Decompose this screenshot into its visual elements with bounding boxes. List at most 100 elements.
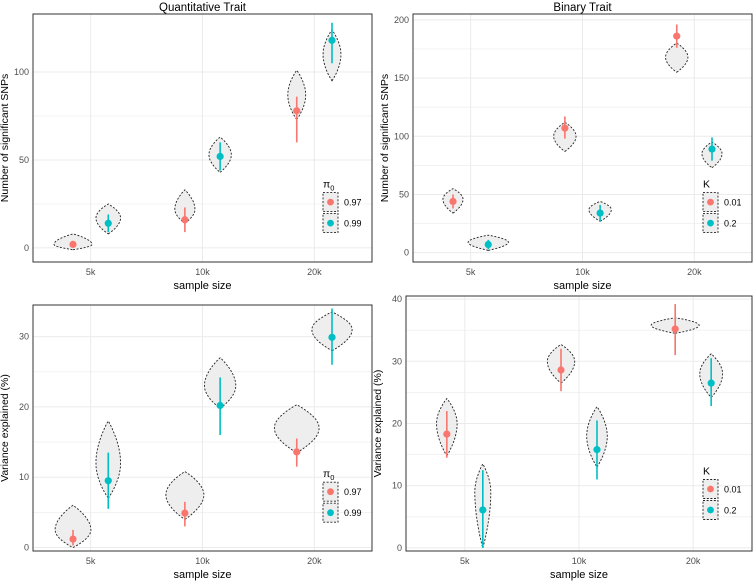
x-tick-label: 5k [86,267,96,277]
data-point [293,448,301,456]
y-tick-label: 0 [24,243,29,253]
data-point [557,366,565,374]
violin-shape [165,471,205,520]
y-axis-title: Number of significant SNPs [0,74,11,202]
y-tick-label: 10 [392,481,402,491]
data-point [104,219,112,227]
legend-swatch [327,488,334,496]
data-point [181,216,189,224]
legend-title-subscript: 0 [330,184,334,193]
y-tick-label: 20 [19,402,29,412]
x-tick-label: 5k [466,267,476,277]
x-axis-title: sample size [553,280,611,292]
x-axis-title: sample size [550,569,608,581]
legend-label: 0.2 [724,506,737,516]
panel-4: 0 10 20 30 40 5k 10k 20k sample size Variance exp… [372,294,753,581]
data-point [216,152,224,161]
panel-border [412,13,753,263]
legend-swatch [707,198,714,206]
data-point [673,32,681,40]
violin-shape [174,189,196,224]
violin-shape [273,404,320,454]
legend-title: π0 [323,179,334,193]
legend-title: π0 [323,468,334,482]
legend-title: K [703,179,710,191]
y-tick-label: 100 [394,131,409,141]
data-point [69,240,77,249]
panel-border [405,295,753,552]
legend-label: 0.97 [344,487,362,497]
x-axis-title: sample size [173,569,231,581]
data-point [328,36,336,44]
legend-label: 0.99 [344,508,362,518]
violin-shape [665,42,689,73]
x-axis-title: sample size [173,280,231,292]
legend-label: 0.01 [724,198,742,208]
panel-3: 0 10 20 30 5k 10k 20k sample size Variance expla… [0,304,373,581]
y-tick-label: 40 [392,294,402,304]
y-axis-title: Number of significant SNPs [379,74,391,202]
y-tick-label: 0 [24,542,29,552]
y-tick-label: 200 [394,15,409,25]
x-tick-label: 10k [575,267,590,277]
legend-swatch [707,485,714,493]
x-tick-label: 10k [195,267,210,277]
legend-label: 0.2 [724,219,737,229]
x-tick-label: 10k [572,556,587,566]
legend-title: K [703,466,710,478]
data-point [449,197,457,206]
data-point [593,446,601,454]
legend-title-subscript: 0 [330,473,334,482]
y-tick-label: 150 [394,73,409,83]
data-point [216,401,224,410]
y-tick-label: 0 [397,543,402,553]
y-tick-label: 30 [392,356,402,366]
x-tick-label: 20k [686,556,701,566]
data-point [293,107,301,115]
legend-label: 0.97 [344,198,362,208]
legend-swatch [327,219,334,227]
data-point [596,209,604,217]
legend-label: 0.01 [724,485,742,495]
data-point [443,430,451,438]
legend-swatch [327,198,334,206]
legend-swatch [707,219,714,227]
x-tick-label: 20k [687,267,702,277]
data-point [328,333,336,341]
y-axis-title: Variance explained (%) [372,370,384,478]
y-tick-label: 50 [19,155,29,165]
x-tick-label: 5k [460,556,470,566]
panel-title: Quantitative Trait [159,2,247,14]
data-point [484,240,492,249]
x-tick-label: 20k [307,556,322,566]
panel-1: 0 50 100 5k 10k 20k Quantitative Trait sample s… [0,2,373,292]
y-tick-label: 20 [392,419,402,429]
legend-label: 0.99 [344,219,362,229]
y-axis-title: Variance explained (%) [0,374,11,482]
y-tick-label: 10 [19,472,29,482]
y-tick-label: 50 [399,189,409,199]
legend-swatch [707,506,714,514]
violin-shape [287,69,307,121]
y-tick-label: 100 [14,67,29,77]
data-point [104,477,112,485]
data-point [181,509,189,517]
data-point [561,124,569,132]
panel-border [32,13,373,263]
y-tick-label: 0 [404,248,409,258]
data-point [708,145,716,153]
panel-border [32,304,373,552]
data-point [69,535,77,543]
x-tick-label: 20k [307,267,322,277]
legend-swatch [327,509,334,517]
x-tick-label: 10k [195,556,210,566]
data-point [671,325,679,333]
x-tick-label: 5k [86,556,96,566]
data-point [707,379,715,387]
violin-shape [54,504,92,549]
data-point [479,506,487,514]
panel-title: Binary Trait [553,2,612,14]
panel-2: 0 50 100 150 200 5k 10k 20k Binary Trait sample s… [379,2,753,292]
